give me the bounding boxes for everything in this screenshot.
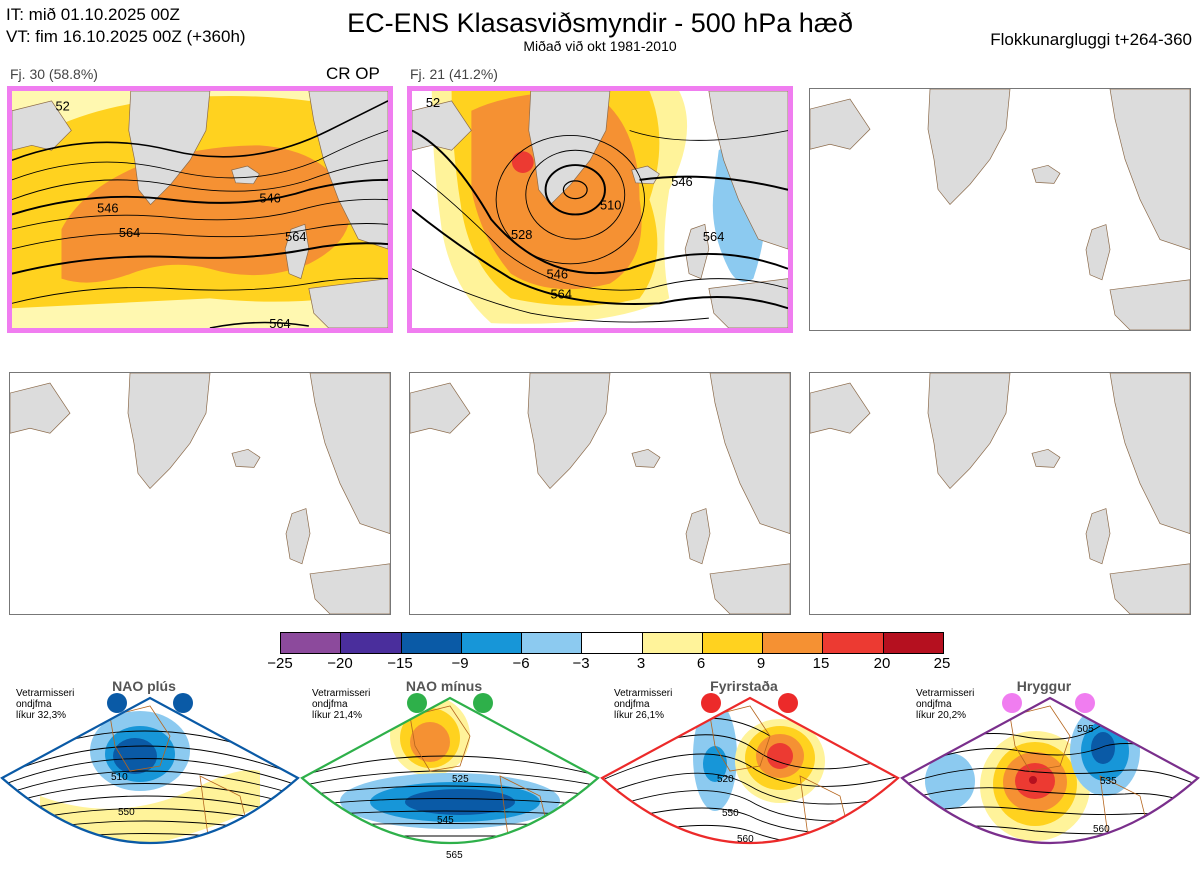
colorbar-tick: −15 bbox=[387, 655, 413, 672]
regime-contour-label: 535 bbox=[1100, 776, 1117, 787]
regime-blocking[interactable]: Fyrirstaða Vetrarmisseri ondjfma líkur 2… bbox=[600, 676, 900, 871]
colorbar-tick: −25 bbox=[267, 655, 293, 672]
colorbar-ticks: −25 −20 −15 −9 −6 −3 3 6 9 15 20 25 bbox=[265, 655, 957, 675]
cluster-map-empty-6[interactable] bbox=[809, 372, 1191, 615]
regime-dot bbox=[778, 693, 798, 713]
regime-dot bbox=[1075, 693, 1095, 713]
colorbar-swatch bbox=[281, 633, 341, 653]
regime-contour-label: 510 bbox=[111, 772, 128, 783]
regime-dot bbox=[473, 693, 493, 713]
cluster-map-1[interactable]: 52 546 546 564 564 564 bbox=[7, 86, 393, 333]
cluster-1-contour-label: 52 bbox=[56, 99, 70, 114]
page-title: EC-ENS Klasasviðsmyndir - 500 hPa hæð bbox=[347, 8, 853, 38]
regime-dot bbox=[701, 693, 721, 713]
regime-dot bbox=[407, 693, 427, 713]
regime-contour-label: 550 bbox=[118, 807, 135, 818]
colorbar-tick: 25 bbox=[933, 655, 951, 672]
init-time: IT: mið 01.10.2025 00Z bbox=[6, 5, 180, 24]
cluster-map-2[interactable]: 52 510 528 546 546 564 564 bbox=[407, 86, 793, 333]
regime-contour-label: 505 bbox=[1077, 724, 1094, 735]
header-info: IT: mið 01.10.2025 00Z VT: fim 16.10.202… bbox=[6, 4, 246, 48]
colorbar-swatch bbox=[581, 633, 642, 653]
regime-nao-minus[interactable]: NAO mínus Vetrarmisseri ondjfma líkur 21… bbox=[300, 676, 600, 871]
colorbar-swatch bbox=[701, 633, 763, 653]
colorbar-tick: −9 bbox=[451, 655, 469, 672]
regime-contour-label: 550 bbox=[722, 808, 739, 819]
cluster-2-contour-label: 546 bbox=[671, 174, 692, 189]
colorbar-tick: 3 bbox=[636, 655, 646, 672]
colorbar-tick: 6 bbox=[696, 655, 706, 672]
regime-note: Vetrarmisseri ondjfma líkur 32,3% bbox=[16, 688, 75, 721]
regime-border bbox=[900, 696, 1200, 845]
cluster-2-contour-label: 546 bbox=[547, 267, 568, 282]
page-subtitle: Miðað við okt 1981-2010 bbox=[523, 38, 677, 54]
classification-window: Flokkunargluggi t+264-360 bbox=[990, 30, 1192, 49]
regime-border bbox=[600, 696, 900, 845]
colorbar-swatch bbox=[882, 633, 943, 653]
cluster-2-label: Fj. 21 (41.2%) bbox=[410, 66, 498, 82]
cluster-2-contour-label: 510 bbox=[600, 198, 621, 213]
cluster-2-contour-label: 528 bbox=[511, 227, 532, 242]
colorbar-swatch bbox=[400, 633, 461, 653]
colorbar-tick: −20 bbox=[327, 655, 353, 672]
colorbar-swatch bbox=[822, 633, 883, 653]
colorbar-swatch bbox=[521, 633, 582, 653]
regime-contour-label: 520 bbox=[717, 774, 734, 785]
colorbar-swatch bbox=[762, 633, 823, 653]
cluster-2-contour-label: 564 bbox=[703, 229, 724, 244]
regime-contour-label: 525 bbox=[452, 774, 469, 785]
regime-title: NAO plús bbox=[112, 678, 176, 694]
colorbar-tick: −6 bbox=[512, 655, 530, 672]
regime-contour-label: 560 bbox=[1093, 824, 1110, 835]
regime-nao-plus[interactable]: NAO plús Vetrarmisseri ondjfma líkur 32,… bbox=[0, 676, 300, 871]
regime-ridge[interactable]: Hryggur Vetrarmisseri ondjfma líkur 20,2… bbox=[900, 676, 1200, 871]
colorbar-tick: −3 bbox=[572, 655, 590, 672]
cluster-map-empty-5[interactable] bbox=[409, 372, 791, 615]
regime-contour-label: 560 bbox=[737, 834, 754, 845]
regime-contour-label: 565 bbox=[446, 850, 463, 861]
colorbar-swatch bbox=[340, 633, 401, 653]
regime-note: Vetrarmisseri ondjfma líkur 21,4% bbox=[312, 688, 371, 721]
regime-title: Fyrirstaða bbox=[710, 678, 778, 694]
regime-note: Vetrarmisseri ondjfma líkur 26,1% bbox=[614, 688, 673, 721]
cluster-2-contour-label: 52 bbox=[426, 95, 440, 110]
regime-contour-label: 545 bbox=[437, 815, 454, 826]
colorbar-tick: 20 bbox=[873, 655, 891, 672]
regime-dot bbox=[107, 693, 127, 713]
cluster-1-tag: CR OP bbox=[326, 64, 380, 83]
regime-border bbox=[300, 696, 600, 845]
cluster-map-empty-3[interactable] bbox=[809, 88, 1191, 331]
colorbar-tick: 15 bbox=[812, 655, 830, 672]
cluster-map-empty-4[interactable] bbox=[9, 372, 391, 615]
cluster-1-contour-label: 564 bbox=[269, 316, 290, 328]
cluster-1-contour-label: 564 bbox=[119, 225, 140, 240]
valid-time: VT: fim 16.10.2025 00Z (+360h) bbox=[6, 27, 246, 46]
regime-dot bbox=[173, 693, 193, 713]
regime-note: Vetrarmisseri ondjfma líkur 20,2% bbox=[916, 688, 975, 721]
cluster-1-contour-label: 546 bbox=[97, 200, 118, 215]
colorbar-swatch bbox=[641, 633, 702, 653]
cluster-1-contour-label: 564 bbox=[285, 229, 306, 244]
regime-title: NAO mínus bbox=[405, 678, 483, 694]
cluster-2-contour-label: 564 bbox=[551, 286, 572, 301]
regime-border bbox=[0, 696, 300, 845]
regime-title: Hryggur bbox=[1016, 678, 1072, 694]
cluster-1-contour-label: 546 bbox=[259, 191, 280, 206]
colorbar-tick: 9 bbox=[756, 655, 766, 672]
regime-dot bbox=[1002, 693, 1022, 713]
colorbar-swatch bbox=[460, 633, 522, 653]
colorbar bbox=[280, 632, 944, 654]
cluster-1-label: Fj. 30 (58.8%) bbox=[10, 66, 98, 82]
